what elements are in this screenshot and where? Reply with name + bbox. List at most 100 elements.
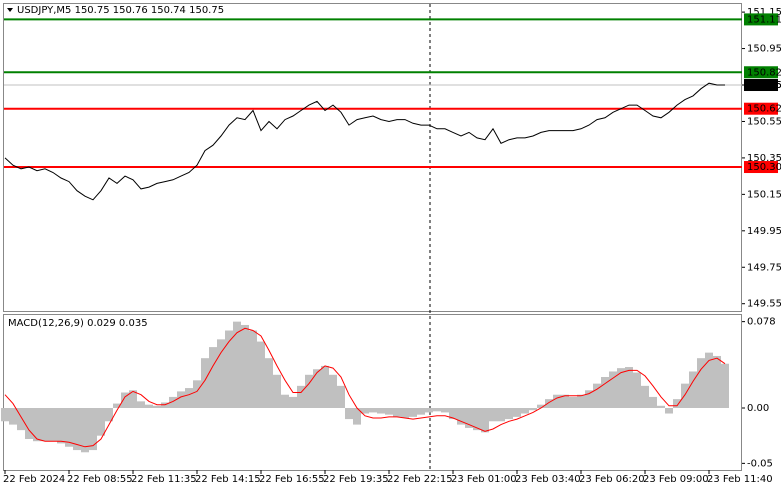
histogram-bar	[505, 408, 513, 420]
histogram-bar	[145, 404, 153, 408]
histogram-bar	[297, 385, 305, 408]
histogram-bar	[457, 408, 465, 425]
histogram-bar	[433, 408, 441, 412]
histogram-bar	[649, 396, 657, 408]
histogram-bar	[9, 408, 17, 425]
current-price-bg	[744, 79, 778, 92]
histogram-bar	[601, 377, 609, 408]
histogram-bar	[305, 374, 313, 408]
histogram-bar	[233, 321, 241, 408]
x-tick-label: 22 Feb 14:15	[195, 474, 261, 485]
histogram-bar	[521, 408, 529, 414]
x-tick-label: 23 Feb 03:40	[515, 474, 581, 485]
histogram-bar	[561, 394, 569, 408]
histogram-bar	[273, 374, 281, 408]
histogram-bar	[425, 408, 433, 413]
y-tick-label: 149.95	[747, 226, 781, 237]
y-tick-label: 149.75	[747, 262, 781, 273]
histogram-bar	[641, 385, 649, 408]
histogram-bar	[409, 408, 417, 417]
histogram-bar	[497, 408, 505, 422]
x-tick-label: 23 Feb 01:00	[451, 474, 517, 485]
level-label-bg	[744, 13, 778, 26]
histogram-bar	[265, 358, 273, 408]
histogram-bar	[481, 408, 489, 433]
y-tick-label: 0.078	[747, 317, 776, 328]
histogram-bar	[337, 385, 345, 408]
histogram-bar	[1, 408, 9, 422]
histogram-bar	[73, 408, 81, 451]
level-label-bg	[744, 102, 778, 115]
histogram-bar	[617, 368, 625, 408]
y-tick-label: 150.55	[747, 116, 781, 127]
y-tick-label: 149.55	[747, 299, 781, 310]
histogram-bar	[25, 408, 33, 439]
histogram-bar	[513, 408, 521, 417]
histogram-bar	[241, 324, 249, 408]
histogram-bar	[473, 408, 481, 431]
histogram-bar	[113, 403, 121, 408]
histogram-bar	[161, 402, 169, 408]
x-tick-label: 22 Feb 22:15	[387, 474, 453, 485]
macd-title: MACD(12,26,9) 0.029 0.035	[8, 318, 148, 329]
histogram-bar	[33, 408, 41, 442]
histogram-bar	[57, 408, 65, 444]
histogram-bar	[465, 408, 473, 428]
x-tick-label: 23 Feb 11:40	[707, 474, 773, 485]
histogram-bar	[529, 408, 537, 411]
histogram-bar	[377, 408, 385, 414]
x-tick-label: 22 Feb 16:55	[259, 474, 325, 485]
histogram-bar	[569, 396, 577, 408]
histogram-bar	[345, 408, 353, 420]
level-label: 150.62	[747, 104, 781, 115]
y-tick-label: 150.35	[747, 153, 781, 164]
histogram-bar	[657, 405, 665, 408]
x-tick-label: 23 Feb 09:00	[643, 474, 709, 485]
y-tick-label: 150.15	[747, 189, 781, 200]
y-tick-label: 150.95	[747, 44, 781, 55]
histogram-bar	[177, 391, 185, 408]
histogram-bar	[393, 408, 401, 417]
y-tick-label: -0.05	[747, 458, 773, 469]
x-tick-label: 22 Feb 2024	[3, 474, 65, 485]
histogram-bar	[217, 339, 225, 408]
level-label-bg	[744, 66, 778, 79]
level-label: 150.82	[747, 67, 781, 78]
histogram-bar	[313, 369, 321, 408]
histogram-bar	[673, 399, 681, 408]
histogram-bar	[249, 330, 257, 408]
histogram-bar	[89, 408, 97, 451]
y-tick-label: 151.15	[747, 7, 781, 18]
histogram-bar	[441, 408, 449, 413]
histogram-bar	[329, 374, 337, 408]
histogram-bar	[41, 408, 49, 442]
histogram-bar	[689, 371, 697, 408]
macd-panel	[3, 314, 742, 471]
signal-line	[4, 327, 726, 448]
price-panel	[3, 3, 742, 312]
histogram-bar	[553, 394, 561, 408]
current-price-label: 150.75	[747, 80, 781, 91]
histogram-bar	[121, 392, 129, 408]
histogram-bar	[81, 408, 89, 453]
histogram-bar	[49, 408, 57, 442]
histogram-bar	[185, 388, 193, 408]
x-tick-label: 23 Feb 06:20	[579, 474, 645, 485]
histogram-bar	[321, 365, 329, 408]
histogram-bar	[609, 371, 617, 408]
histogram-bar	[225, 330, 233, 408]
histogram-bar	[97, 408, 105, 436]
histogram-bar	[721, 363, 729, 408]
histogram-bar	[545, 399, 553, 408]
histogram-bar	[257, 341, 265, 408]
histogram-bar	[385, 408, 393, 415]
x-tick-label: 22 Feb 19:35	[323, 474, 389, 485]
histogram-bar	[209, 347, 217, 408]
level-label-bg	[744, 161, 778, 174]
histogram-bar	[193, 380, 201, 408]
y-tick-label: 0.00	[747, 403, 769, 414]
histogram-bar	[705, 352, 713, 408]
histogram-bar	[361, 408, 369, 414]
histogram-bar	[489, 408, 497, 422]
